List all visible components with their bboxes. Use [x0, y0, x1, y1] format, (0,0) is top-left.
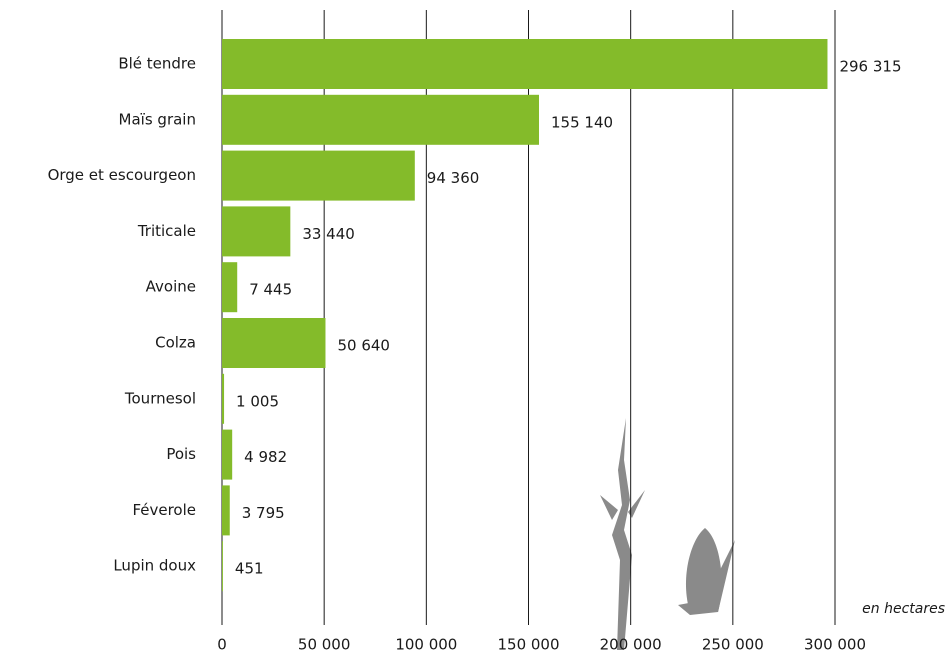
bar	[222, 206, 291, 257]
value-label: 4 982	[244, 448, 287, 466]
y-tick-label: Féverole	[132, 501, 196, 519]
value-label: 7 445	[249, 281, 292, 299]
x-tick-label: 150 000	[497, 636, 559, 654]
y-tick-label: Avoine	[146, 278, 196, 296]
y-tick-label: Blé tendre	[118, 55, 196, 73]
value-label: 155 140	[551, 113, 613, 131]
value-label: 94 360	[427, 169, 480, 187]
x-tick-label: 100 000	[395, 636, 457, 654]
bar	[222, 541, 223, 592]
y-tick-label: Maïs grain	[119, 110, 196, 128]
bar	[222, 318, 326, 368]
x-tick-label: 200 000	[600, 636, 662, 654]
plant-leaf	[600, 495, 618, 520]
plant-leaf	[628, 490, 645, 518]
x-tick-label: 0	[217, 636, 227, 654]
value-label: 3 795	[242, 504, 285, 522]
y-tick-label: Tournesol	[124, 389, 196, 407]
plant-stalk	[612, 418, 632, 650]
bar	[222, 150, 415, 201]
x-tick-label: 300 000	[804, 636, 866, 654]
y-tick-label: Lupin doux	[113, 557, 196, 575]
value-label: 33 440	[302, 225, 355, 243]
y-tick-label: Orge et escourgeon	[48, 166, 196, 184]
bar	[222, 262, 238, 313]
bar	[222, 94, 540, 145]
corn-husk	[678, 540, 735, 615]
bar	[222, 485, 230, 536]
decoration	[600, 418, 735, 650]
value-label: 451	[235, 560, 264, 578]
x-tick-label: 50 000	[298, 636, 351, 654]
x-tick-label: 250 000	[702, 636, 764, 654]
value-label: 296 315	[839, 58, 901, 76]
annotation: en hectares	[862, 601, 945, 617]
y-tick-label: Pois	[166, 445, 196, 463]
y-tick-label: Colza	[155, 334, 196, 352]
bar	[222, 39, 828, 89]
bar	[222, 373, 225, 424]
value-label: 1 005	[236, 392, 279, 410]
value-label: 50 640	[337, 337, 390, 355]
y-tick-label: Triticale	[137, 222, 196, 240]
bar	[222, 429, 233, 480]
